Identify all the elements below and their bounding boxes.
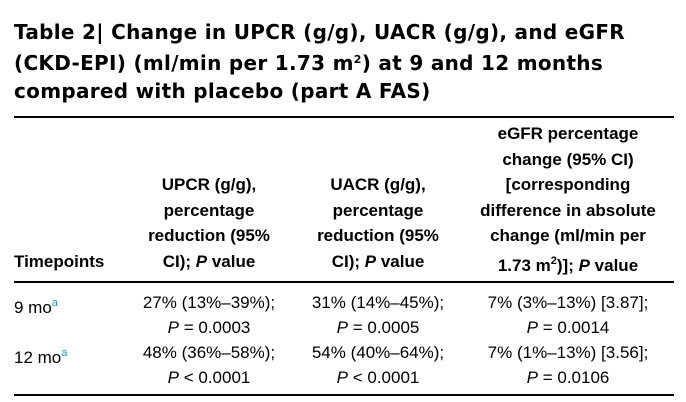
row-9mo-upcr: 27% (13%–39%); P = 0.0003 — [142, 293, 276, 337]
header-egfr: eGFR percentage change (95% CI) [corresp… — [462, 121, 674, 278]
row-12mo-uacr: 54% (40%–64%); P < 0.0001 — [311, 343, 445, 387]
table-title: Table 2| Change in UPCR (g/g), UACR (g/g… — [14, 18, 674, 105]
header-upcr-line1: UPCR (g/g), — [161, 175, 257, 194]
header-egfr-line4: difference in absolute — [480, 200, 656, 220]
row-9mo-egfr: 7% (3%–13%) [3.87]; P = 0.0014 — [487, 293, 649, 337]
header-upcr-line2: percentage — [163, 200, 255, 220]
title-text-1: Change in UPCR (g/g), UACR (g/g), and eG… — [14, 20, 626, 75]
table-top-rule — [14, 116, 674, 118]
header-uacr-line1: UACR (g/g), — [330, 175, 426, 194]
title-text-2: ) at 9 and 12 months compared with place… — [14, 51, 604, 103]
header-egfr-line3: [corresponding — [505, 175, 631, 194]
header-egfr-line6: 1.73 m2)]; P value — [497, 254, 639, 275]
table-bottom-rule — [14, 394, 674, 396]
header-egfr-line5: change (ml/min per — [490, 226, 646, 245]
header-egfr-line2: change (95% CI) — [502, 149, 634, 169]
row-9mo-timepoint: 9 moa — [14, 297, 58, 317]
header-upcr-line3: reduction (95% — [148, 226, 270, 245]
table-label: Table 2 — [14, 20, 97, 44]
footnote-marker: a — [61, 347, 68, 359]
row-12mo-timepoint: 12 moa — [14, 347, 68, 367]
header-uacr-line4: CI); P value — [331, 251, 425, 271]
title-superscript: 2 — [353, 53, 362, 66]
row-9mo-uacr: 31% (14%–45%); P = 0.0005 — [311, 293, 445, 337]
header-uacr-line2: percentage — [332, 200, 424, 220]
header-uacr-line3: reduction (95% — [317, 226, 439, 245]
header-egfr-line1: eGFR percentage — [497, 124, 639, 143]
row-12mo-upcr: 48% (36%–58%); P < 0.0001 — [142, 343, 276, 387]
table-header-rule — [14, 281, 674, 283]
header-uacr: UACR (g/g), percentage reduction (95% CI… — [297, 172, 459, 274]
title-separator: | — [96, 20, 104, 44]
footnote-marker: a — [51, 297, 58, 309]
header-upcr-line4: CI); P value — [162, 251, 256, 271]
header-upcr: UPCR (g/g), percentage reduction (95% CI… — [128, 172, 290, 274]
header-timepoints: Timepoints — [14, 252, 105, 271]
row-12mo-egfr: 7% (1%–13%) [3.56]; P = 0.0106 — [487, 343, 649, 387]
